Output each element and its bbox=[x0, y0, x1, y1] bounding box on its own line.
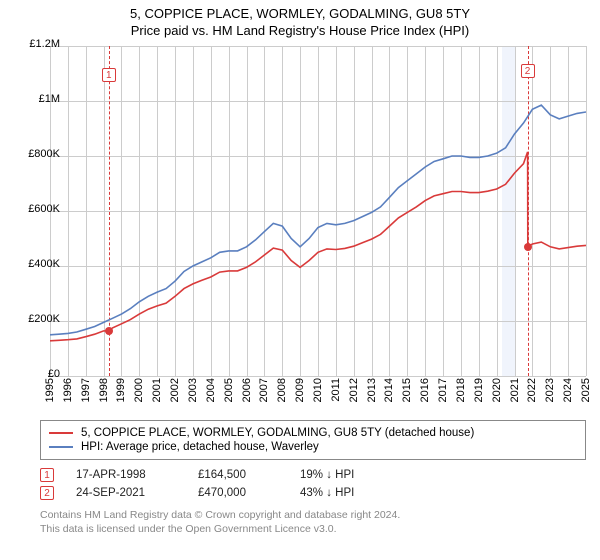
hpi-line bbox=[50, 105, 586, 335]
x-tick-label: 2024 bbox=[562, 378, 574, 402]
legend-swatch-property bbox=[49, 432, 73, 434]
legend-swatch-hpi bbox=[49, 446, 73, 448]
sale-price-1: £164,500 bbox=[198, 469, 278, 481]
x-tick-label: 2003 bbox=[187, 378, 199, 402]
y-tick-label: £1M bbox=[39, 93, 60, 105]
x-tick-label: 1998 bbox=[98, 378, 110, 402]
sale-marker-1: 1 bbox=[40, 468, 54, 482]
legend-label-property: 5, COPPICE PLACE, WORMLEY, GODALMING, GU… bbox=[81, 427, 474, 439]
x-tick-label: 2012 bbox=[348, 378, 360, 402]
x-tick-label: 2005 bbox=[223, 378, 235, 402]
legend-label-hpi: HPI: Average price, detached house, Wave… bbox=[81, 441, 319, 453]
x-tick-label: 2017 bbox=[437, 378, 449, 402]
sale-dot bbox=[105, 327, 113, 335]
x-axis-labels: 1995199619971998199920002001200220032004… bbox=[50, 376, 586, 412]
x-tick-label: 2020 bbox=[491, 378, 503, 402]
chart-plot-area: 12 bbox=[50, 46, 586, 376]
x-tick-label: 2023 bbox=[544, 378, 556, 402]
x-tick-label: 2004 bbox=[205, 378, 217, 402]
x-tick-label: 2002 bbox=[169, 378, 181, 402]
x-tick-label: 2014 bbox=[383, 378, 395, 402]
footer-attribution: Contains HM Land Registry data © Crown c… bbox=[40, 508, 586, 536]
x-tick-label: 2006 bbox=[241, 378, 253, 402]
x-tick-label: 2000 bbox=[133, 378, 145, 402]
x-tick-label: 2010 bbox=[312, 378, 324, 402]
sale-dot bbox=[524, 243, 532, 251]
x-tick-label: 2019 bbox=[473, 378, 485, 402]
y-tick-label: £600K bbox=[28, 203, 60, 215]
sale-marker-box: 2 bbox=[521, 64, 535, 78]
sale-marker-2: 2 bbox=[40, 486, 54, 500]
chart-legend: 5, COPPICE PLACE, WORMLEY, GODALMING, GU… bbox=[40, 420, 586, 460]
y-tick-label: £1.2M bbox=[29, 38, 60, 50]
x-tick-label: 2021 bbox=[509, 378, 521, 402]
sales-data-block: 1 17-APR-1998 £164,500 19% ↓ HPI 2 24-SE… bbox=[40, 466, 586, 502]
x-tick-label: 1999 bbox=[115, 378, 127, 402]
sale-marker-box: 1 bbox=[102, 68, 116, 82]
x-tick-label: 2013 bbox=[366, 378, 378, 402]
sale-date-1: 17-APR-1998 bbox=[76, 469, 176, 481]
sale-date-2: 24-SEP-2021 bbox=[76, 487, 176, 499]
x-tick-label: 2025 bbox=[580, 378, 592, 402]
y-tick-label: £800K bbox=[28, 148, 60, 160]
x-tick-label: 2011 bbox=[330, 378, 342, 402]
sale-price-2: £470,000 bbox=[198, 487, 278, 499]
chart-title-sub: Price paid vs. HM Land Registry's House … bbox=[10, 23, 590, 38]
property-line bbox=[50, 152, 586, 341]
x-tick-label: 1997 bbox=[80, 378, 92, 402]
sale-diff-2: 43% ↓ HPI bbox=[300, 487, 354, 499]
x-tick-label: 1995 bbox=[44, 378, 56, 402]
x-tick-label: 2001 bbox=[151, 378, 163, 402]
y-tick-label: £400K bbox=[28, 258, 60, 270]
x-tick-label: 2022 bbox=[526, 378, 538, 402]
y-tick-label: £200K bbox=[28, 313, 60, 325]
x-tick-label: 2016 bbox=[419, 378, 431, 402]
x-tick-label: 2007 bbox=[258, 378, 270, 402]
x-tick-label: 2018 bbox=[455, 378, 467, 402]
chart-title-address: 5, COPPICE PLACE, WORMLEY, GODALMING, GU… bbox=[10, 6, 590, 21]
x-tick-label: 2008 bbox=[276, 378, 288, 402]
x-tick-label: 2015 bbox=[401, 378, 413, 402]
x-tick-label: 2009 bbox=[294, 378, 306, 402]
sale-diff-1: 19% ↓ HPI bbox=[300, 469, 354, 481]
x-tick-label: 1996 bbox=[62, 378, 74, 402]
